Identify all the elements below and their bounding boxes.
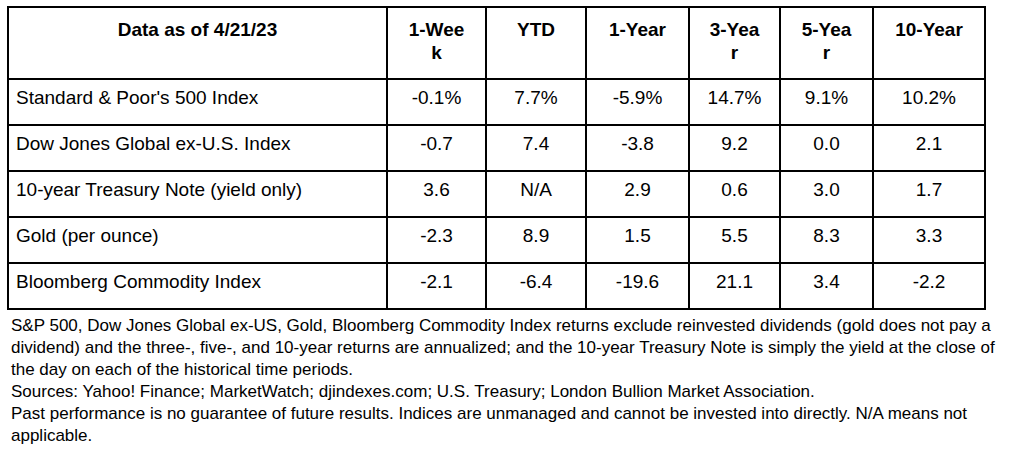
column-header-ytd: YTD (486, 7, 586, 79)
table-row-sp500: Standard & Poor's 500 Index -0.1% 7.7% -… (8, 79, 985, 125)
value-cell: 3.4 (780, 263, 873, 309)
value-cell: 3.3 (873, 217, 985, 263)
value-cell: -0.1% (387, 79, 486, 125)
value-cell: 8.9 (486, 217, 586, 263)
value-cell: 5.5 (689, 217, 780, 263)
value-cell: -2.2 (873, 263, 985, 309)
footnote-disclaimer: Past performance is no guarantee of futu… (11, 403, 1023, 447)
value-cell: 9.1% (780, 79, 873, 125)
table-row-dow-global: Dow Jones Global ex-U.S. Index -0.7 7.4 … (8, 125, 985, 171)
value-cell: 7.4 (486, 125, 586, 171)
value-cell: 21.1 (689, 263, 780, 309)
value-cell: -5.9% (586, 79, 689, 125)
value-cell: 7.7% (486, 79, 586, 125)
value-cell: 2.1 (873, 125, 985, 171)
row-label: Bloomberg Commodity Index (8, 263, 387, 309)
table-row-treasury: 10-year Treasury Note (yield only) 3.6 N… (8, 171, 985, 217)
value-cell: 3.6 (387, 171, 486, 217)
footnotes: S&P 500, Dow Jones Global ex-US, Gold, B… (7, 310, 1023, 447)
footnote-sources: Sources: Yahoo! Finance; MarketWatch; dj… (11, 381, 1023, 403)
value-cell: -6.4 (486, 263, 586, 309)
value-cell: 3.0 (780, 171, 873, 217)
table-title: Data as of 4/21/23 (8, 7, 387, 79)
column-header-1-year: 1-Year (586, 7, 689, 79)
value-cell: -0.7 (387, 125, 486, 171)
footnote-methodology: S&P 500, Dow Jones Global ex-US, Gold, B… (11, 315, 1023, 381)
value-cell: 1.7 (873, 171, 985, 217)
value-cell: -2.3 (387, 217, 486, 263)
returns-table: Data as of 4/21/23 1-Wee k YTD 1-Year 3-… (7, 6, 986, 310)
row-label: Dow Jones Global ex-U.S. Index (8, 125, 387, 171)
table-row-bloomberg-commodity: Bloomberg Commodity Index -2.1 -6.4 -19.… (8, 263, 985, 309)
value-cell: -3.8 (586, 125, 689, 171)
column-header-1-week: 1-Wee k (387, 7, 486, 79)
row-label: Standard & Poor's 500 Index (8, 79, 387, 125)
value-cell: 0.0 (780, 125, 873, 171)
table-header-row: Data as of 4/21/23 1-Wee k YTD 1-Year 3-… (8, 7, 985, 79)
table-row-gold: Gold (per ounce) -2.3 8.9 1.5 5.5 8.3 3.… (8, 217, 985, 263)
value-cell: 10.2% (873, 79, 985, 125)
page: Data as of 4/21/23 1-Wee k YTD 1-Year 3-… (0, 0, 1030, 447)
row-label: Gold (per ounce) (8, 217, 387, 263)
column-header-5-year: 5-Yea r (780, 7, 873, 79)
value-cell: 1.5 (586, 217, 689, 263)
value-cell: 2.9 (586, 171, 689, 217)
value-cell: 8.3 (780, 217, 873, 263)
row-label: 10-year Treasury Note (yield only) (8, 171, 387, 217)
value-cell: N/A (486, 171, 586, 217)
column-header-3-year: 3-Yea r (689, 7, 780, 79)
value-cell: 14.7% (689, 79, 780, 125)
value-cell: -19.6 (586, 263, 689, 309)
value-cell: -2.1 (387, 263, 486, 309)
column-header-10-year: 10-Year (873, 7, 985, 79)
value-cell: 9.2 (689, 125, 780, 171)
value-cell: 0.6 (689, 171, 780, 217)
